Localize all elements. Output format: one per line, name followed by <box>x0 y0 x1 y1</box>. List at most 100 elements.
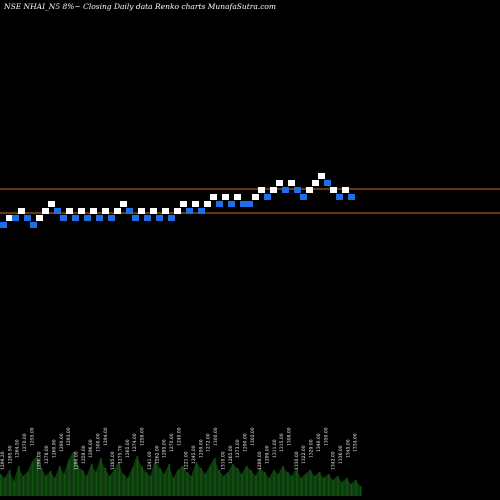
volume-label: 1278.00 <box>44 445 50 464</box>
renko-brick <box>96 215 103 221</box>
volume-label: 1290.00 <box>59 433 65 452</box>
volume-bar <box>63 474 66 496</box>
volume-bar <box>328 474 330 496</box>
volume-bar <box>127 478 130 496</box>
renko-brick <box>300 194 307 200</box>
renko-brick <box>228 201 235 207</box>
renko-brick <box>168 215 175 221</box>
renko-brick <box>132 215 139 221</box>
renko-brick <box>126 208 133 214</box>
volume-bar <box>132 468 134 496</box>
renko-brick <box>186 208 193 214</box>
renko-brick <box>120 201 127 207</box>
volume-bar <box>255 476 257 496</box>
volume-bar <box>45 476 48 496</box>
volume-bar <box>332 480 335 496</box>
volume-label: 1241.00 <box>147 451 153 470</box>
renko-brick <box>102 208 109 214</box>
volume-bar <box>9 470 11 496</box>
renko-brick <box>240 201 247 207</box>
volume-label: 1322.00 <box>301 445 307 464</box>
volume-label: 1264.50 <box>15 439 21 458</box>
volume-bar <box>36 456 38 496</box>
renko-brick <box>162 208 169 214</box>
renko-brick <box>66 208 73 214</box>
volume-bar <box>341 482 344 496</box>
renko-brick <box>204 201 211 207</box>
volume-bar <box>159 468 161 496</box>
volume-label: 1274.00 <box>132 433 138 452</box>
renko-brick <box>216 201 223 207</box>
volume-labels: 1299.20 1285.90 1264.50 1270.00 1255.001296.… <box>0 427 359 470</box>
volume-bar <box>305 474 307 496</box>
volume-bar <box>350 484 353 496</box>
volume-bar <box>50 471 52 496</box>
renko-brick <box>318 173 325 179</box>
renko-brick <box>174 208 181 214</box>
volume-bar <box>346 478 348 496</box>
volume-label: 1293.00 <box>66 427 72 446</box>
volume-bar <box>223 476 225 496</box>
volume-bar <box>91 464 93 496</box>
volume-label: 1285.00 <box>110 451 116 470</box>
volume-label: 1259.00 <box>81 445 87 464</box>
volume-bar <box>205 474 207 496</box>
renko-bricks <box>0 173 355 228</box>
volume-label: 1290.00 <box>242 433 248 452</box>
renko-brick <box>246 201 253 207</box>
volume-label: 1259.00 <box>198 439 204 458</box>
volume-bar <box>296 468 298 496</box>
volume-bar <box>182 466 184 496</box>
renko-brick <box>258 187 265 193</box>
volume-bar <box>246 466 248 496</box>
volume-bar <box>82 470 84 496</box>
volume-bar <box>287 472 289 496</box>
volume-bar <box>4 478 7 496</box>
volume-area <box>0 452 362 496</box>
volume-bar <box>282 466 284 496</box>
renko-brick <box>276 180 283 186</box>
volume-bar <box>86 476 89 496</box>
volume-label: 1310.00 <box>220 451 226 470</box>
volume-label: 1285.00 <box>162 439 168 458</box>
renko-brick <box>0 222 7 228</box>
volume-bar <box>150 476 152 496</box>
volume-bar <box>136 456 139 496</box>
chart-title: NSE NHAI_N5 8%~ Closing Daily data Renko… <box>3 2 276 11</box>
volume-label: 1221.00 <box>184 451 190 470</box>
renko-brick <box>294 187 301 193</box>
volume-label: 1345.00 <box>345 439 351 458</box>
volume-label: 1340.00 <box>316 433 322 452</box>
renko-brick <box>108 215 115 221</box>
volume-bar <box>241 474 243 496</box>
volume-label: 1255.00 <box>29 427 35 446</box>
volume-bar <box>237 468 239 496</box>
volume-bar <box>145 472 148 496</box>
volume-label: 1330.00 <box>294 451 300 470</box>
renko-brick <box>234 194 241 200</box>
volume-bar <box>123 474 125 496</box>
volume-bar <box>13 481 16 496</box>
volume-bar <box>54 478 57 496</box>
volume-label: 1265.00 <box>125 439 131 458</box>
volume-bar <box>77 466 79 496</box>
volume-label: 1329.00 <box>309 439 315 458</box>
volume-bar <box>250 470 253 496</box>
volume-label: 1275.70 <box>118 445 124 464</box>
volume-bar <box>113 470 116 496</box>
volume-bar <box>264 472 266 496</box>
volume-bar <box>118 462 120 496</box>
renko-brick <box>270 187 277 193</box>
volume-bar <box>164 474 166 496</box>
volume-bar <box>232 464 234 496</box>
volume-bar <box>59 466 61 496</box>
renko-brick <box>30 222 37 228</box>
volume-label: 1280.00 <box>74 451 80 470</box>
volume-label: 1311.00 <box>272 439 278 458</box>
renko-brick <box>336 194 343 200</box>
volume-label: 1240.00 <box>176 427 182 446</box>
volume-label: 1315.00 <box>279 433 285 452</box>
volume-bar <box>273 470 275 496</box>
